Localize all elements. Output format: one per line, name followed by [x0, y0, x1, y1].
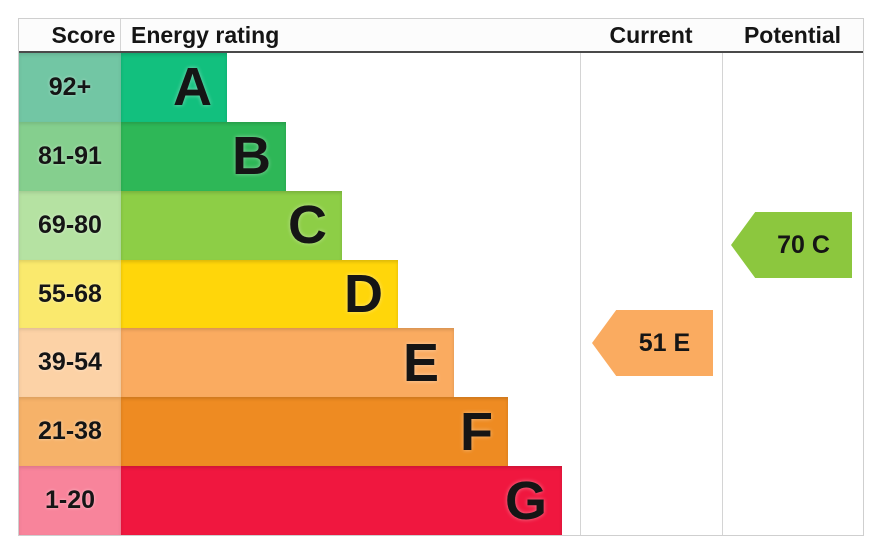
band-bar-e: E	[121, 328, 454, 398]
band-row-b: 81-91 B	[19, 121, 863, 191]
band-row-g: 1-20 G	[19, 466, 863, 536]
band-row-f: 21-38 F	[19, 397, 863, 467]
table-header: Score Energy rating Current Potential	[19, 19, 863, 53]
band-rows: 92+ A 81-91 B 69-80 C 55-68 D 39-54 E 21…	[19, 53, 863, 536]
score-range-g: 1-20	[19, 466, 121, 536]
band-row-a: 92+ A	[19, 53, 863, 122]
header-potential: Potential	[743, 22, 842, 48]
column-divider-rating-current	[580, 19, 581, 535]
current-rating-arrow: 51 E	[592, 310, 713, 376]
score-range-e: 39-54	[19, 328, 121, 398]
band-row-e: 39-54 E	[19, 328, 863, 398]
potential-rating-arrow: 70 C	[731, 212, 852, 278]
score-range-f: 21-38	[19, 397, 121, 467]
score-range-d: 55-68	[19, 259, 121, 329]
band-bar-g: G	[121, 466, 562, 536]
score-range-a: 92+	[19, 53, 121, 122]
band-row-d: 55-68 D	[19, 259, 863, 329]
header-score: Score	[19, 19, 121, 51]
epc-table: Score Energy rating Current Potential 92…	[18, 18, 864, 536]
header-rating: Energy rating	[131, 22, 280, 48]
column-divider-current-potential	[722, 19, 723, 535]
band-bar-a: A	[121, 53, 227, 122]
header-current: Current	[609, 22, 693, 48]
band-bar-d: D	[121, 259, 398, 329]
score-range-c: 69-80	[19, 190, 121, 260]
band-bar-b: B	[121, 121, 286, 191]
band-row-c: 69-80 C	[19, 190, 863, 260]
band-bar-f: F	[121, 397, 508, 467]
band-bar-c: C	[121, 190, 342, 260]
score-range-b: 81-91	[19, 121, 121, 191]
